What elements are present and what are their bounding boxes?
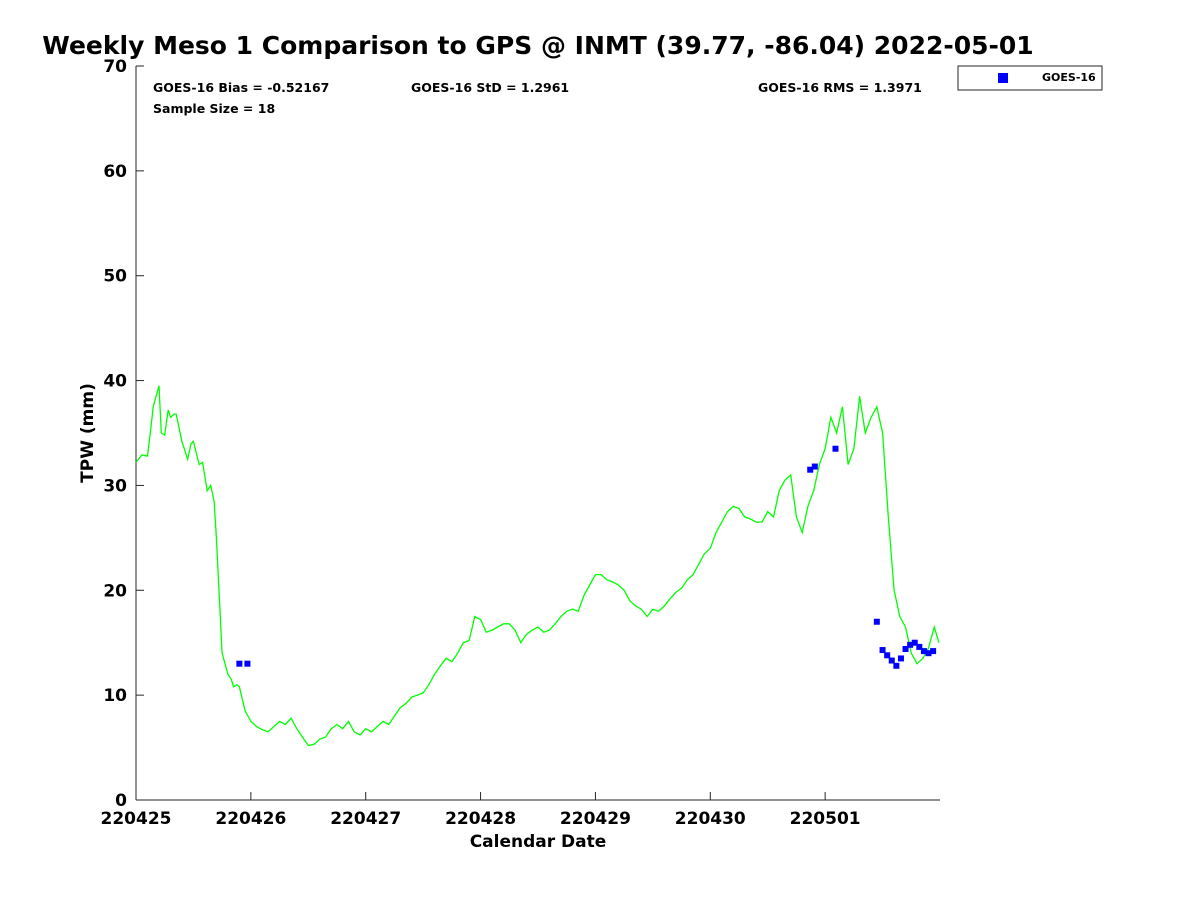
rms-stat: GOES-16 RMS = 1.3971 (758, 80, 922, 95)
x-tick-label: 220427 (330, 809, 401, 829)
y-tick-label: 60 (103, 162, 127, 182)
goes16-point (873, 618, 880, 625)
goes16-point (879, 647, 886, 654)
x-tick-label: 220425 (101, 809, 172, 829)
y-tick-label: 50 (103, 267, 127, 287)
y-tick-label: 30 (103, 476, 127, 496)
goes16-point (897, 655, 904, 662)
x-tick-label: 220428 (445, 809, 516, 829)
chart-title: Weekly Meso 1 Comparison to GPS @ INMT (… (42, 31, 1033, 60)
goes16-point (920, 648, 927, 655)
x-tick-label: 220501 (790, 809, 861, 829)
goes16-point (884, 652, 891, 659)
x-ticks: 220425 220426 220427 220428 220429 220430 2205… (101, 792, 861, 829)
goes16-point (907, 641, 914, 648)
legend-box (957, 65, 1103, 91)
goes16-point (888, 657, 895, 664)
plot-area (136, 66, 940, 800)
x-tick-label: 220426 (215, 809, 286, 829)
goes16-point (236, 660, 243, 667)
std-stat: GOES-16 StD = 1.2961 (411, 80, 569, 95)
goes16-points (236, 445, 937, 669)
x-tick-label: 220429 (560, 809, 631, 829)
gps-tpw-line (135, 385, 940, 747)
x-axis-label: Calendar Date (470, 832, 607, 852)
goes16-point (807, 466, 814, 473)
legend: GOES-16 (957, 65, 1103, 91)
legend-label-goes16: GOES-16 (1042, 71, 1096, 84)
y-tick-label: 20 (103, 581, 127, 601)
goes16-point (832, 445, 839, 452)
goes16-point (811, 463, 818, 470)
x-tick-label: 220430 (675, 809, 746, 829)
y-tick-label: 40 (103, 372, 127, 392)
y-ticks: 0 10 20 30 40 50 60 70 (103, 57, 144, 811)
goes16-point (244, 660, 251, 667)
goes16-point (916, 643, 923, 650)
goes16-point (911, 639, 918, 646)
y-axis-label: TPW (mm) (78, 383, 98, 483)
sample-size-stat: Sample Size = 18 (153, 101, 275, 116)
y-tick-label: 10 (103, 686, 127, 706)
legend-marker-goes16 (998, 73, 1008, 83)
goes16-point (925, 650, 932, 657)
y-tick-label: 70 (103, 57, 127, 77)
y-tick-label: 0 (115, 791, 127, 811)
goes16-point (930, 648, 937, 655)
bias-stat: GOES-16 Bias = -0.52167 (153, 80, 329, 95)
goes16-point (893, 662, 900, 669)
goes16-point (902, 646, 909, 653)
